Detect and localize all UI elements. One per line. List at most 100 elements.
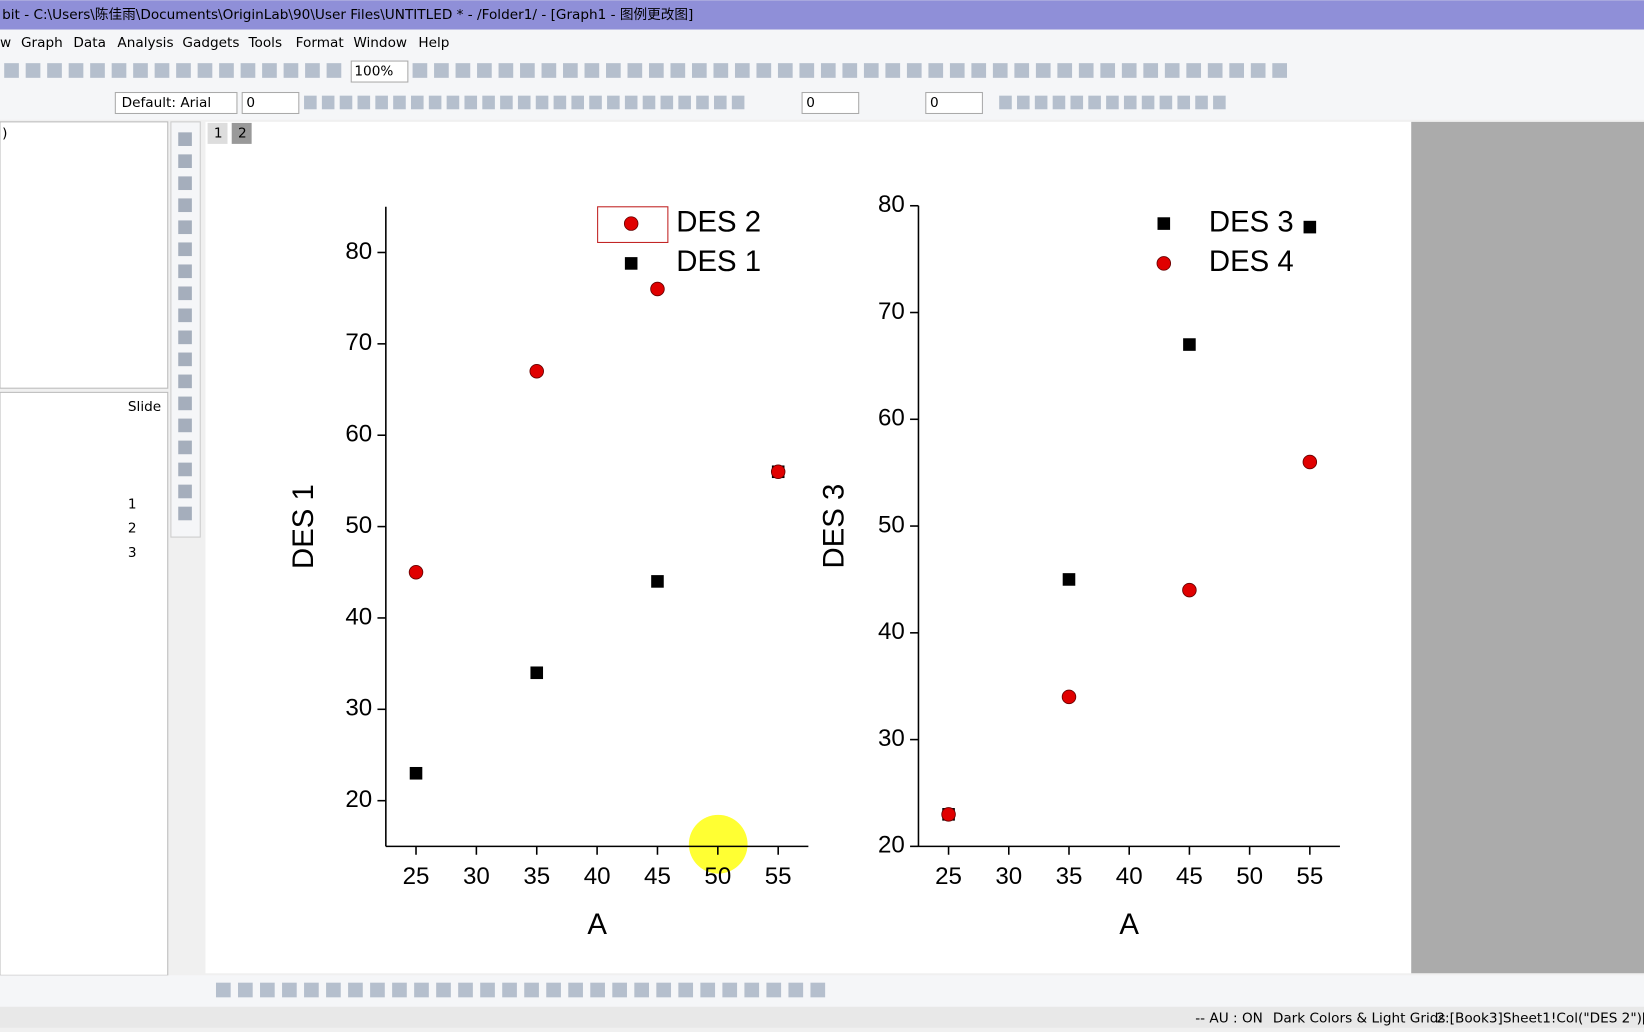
toolbar-icon[interactable] bbox=[464, 95, 478, 110]
toolbar-icon[interactable] bbox=[458, 982, 473, 998]
toolbar-icon[interactable] bbox=[660, 95, 674, 110]
toolbar-icon[interactable] bbox=[1186, 63, 1202, 78]
toolbar-icon[interactable] bbox=[477, 63, 492, 78]
width-box[interactable] bbox=[801, 91, 860, 115]
tool-icon[interactable] bbox=[178, 484, 192, 499]
toolbar-icon[interactable] bbox=[678, 95, 691, 110]
toolbar-icon[interactable] bbox=[612, 982, 627, 998]
toolbar-icon[interactable] bbox=[68, 63, 84, 78]
menu-item[interactable]: Graph bbox=[21, 35, 63, 51]
toolbar-icon[interactable] bbox=[722, 982, 738, 998]
font-box[interactable] bbox=[114, 91, 238, 115]
toolbar-icon[interactable] bbox=[357, 95, 371, 110]
menu-item[interactable]: w bbox=[0, 35, 11, 51]
toolbar-icon[interactable] bbox=[47, 63, 62, 78]
toolbar-icon[interactable] bbox=[480, 982, 495, 998]
toolbar-icon[interactable] bbox=[348, 982, 363, 998]
toolbar-icon[interactable] bbox=[999, 95, 1012, 110]
tool-icon[interactable] bbox=[178, 352, 192, 367]
tool-icon[interactable] bbox=[178, 396, 192, 411]
toolbar-icon[interactable] bbox=[756, 63, 772, 78]
toolbar-icon[interactable] bbox=[563, 63, 578, 78]
toolbar-icon[interactable] bbox=[928, 63, 944, 78]
tool-icon[interactable] bbox=[178, 286, 192, 301]
toolbar-icon[interactable] bbox=[992, 63, 1008, 78]
toolbar-icon[interactable] bbox=[215, 982, 231, 998]
toolbar-icon[interactable] bbox=[696, 95, 709, 110]
menu-item[interactable]: Help bbox=[418, 35, 449, 51]
toolbar-icon[interactable] bbox=[1017, 95, 1030, 110]
toolbar-icon[interactable] bbox=[627, 63, 643, 78]
toolbar-icon[interactable] bbox=[590, 982, 605, 998]
toolbar-icon[interactable] bbox=[520, 63, 535, 78]
toolbar-icon[interactable] bbox=[339, 95, 353, 110]
toolbar-icon[interactable] bbox=[262, 63, 277, 78]
toolbar-icon[interactable] bbox=[375, 95, 388, 110]
toolbar-icon[interactable] bbox=[154, 63, 170, 78]
tool-icon[interactable] bbox=[178, 264, 192, 279]
tool-icon[interactable] bbox=[178, 220, 192, 235]
slide-row[interactable]: 1 bbox=[128, 497, 137, 513]
toolbar-icon[interactable] bbox=[634, 982, 650, 998]
toolbar-icon[interactable] bbox=[607, 95, 620, 110]
toolbar-icon[interactable] bbox=[392, 982, 407, 998]
toolbar-icon[interactable] bbox=[4, 63, 19, 78]
toolbar-icon[interactable] bbox=[1014, 63, 1030, 78]
toolbar-icon[interactable] bbox=[1141, 95, 1155, 110]
toolbar-icon[interactable] bbox=[321, 95, 335, 110]
slide-row[interactable]: 3 bbox=[128, 545, 137, 561]
toolbar-icon[interactable] bbox=[670, 63, 686, 78]
toolbar-icon[interactable] bbox=[1207, 63, 1223, 78]
tool-icon[interactable] bbox=[178, 198, 192, 213]
toolbar-icon[interactable] bbox=[1034, 95, 1048, 110]
slide-row[interactable]: 2 bbox=[128, 521, 137, 537]
toolbar-icon[interactable] bbox=[691, 63, 707, 78]
toolbar-icon[interactable] bbox=[863, 63, 879, 78]
toolbar-icon[interactable] bbox=[799, 63, 815, 78]
toolbar-icon[interactable] bbox=[1143, 63, 1159, 78]
toolbar-icon[interactable] bbox=[1106, 95, 1119, 110]
toolbar-icon[interactable] bbox=[1177, 95, 1191, 110]
toolbar-icon[interactable] bbox=[1057, 63, 1073, 78]
toolbar-icon[interactable] bbox=[283, 63, 299, 78]
legend-label[interactable]: DES 2 bbox=[676, 205, 761, 238]
toolbar-icon[interactable] bbox=[546, 982, 561, 998]
toolbar-icon[interactable] bbox=[428, 95, 442, 110]
tool-icon[interactable] bbox=[178, 418, 192, 433]
toolbar-icon[interactable] bbox=[744, 982, 760, 998]
toolbar-icon[interactable] bbox=[731, 95, 745, 110]
toolbar-icon[interactable] bbox=[1100, 63, 1116, 78]
toolbar-icon[interactable] bbox=[1250, 63, 1266, 78]
toolbar-icon[interactable] bbox=[524, 982, 539, 998]
toolbar-icon[interactable] bbox=[414, 982, 429, 998]
tool-icon[interactable] bbox=[178, 440, 192, 455]
toolbar-icon[interactable] bbox=[810, 982, 826, 998]
layer-tab[interactable] bbox=[231, 122, 252, 144]
legend-label[interactable]: DES 4 bbox=[1209, 245, 1294, 278]
menu-item[interactable]: Window bbox=[353, 35, 407, 51]
toolbar-icon[interactable] bbox=[502, 982, 517, 998]
menu-item[interactable]: Analysis bbox=[117, 35, 173, 51]
toolbar-icon[interactable] bbox=[842, 63, 858, 78]
toolbar-icon[interactable] bbox=[1088, 95, 1101, 110]
toolbar-icon[interactable] bbox=[282, 982, 297, 998]
toolbar-icon[interactable] bbox=[678, 982, 694, 998]
zoom-box[interactable] bbox=[350, 60, 409, 83]
toolbar-icon[interactable] bbox=[714, 95, 727, 110]
tool-icon[interactable] bbox=[178, 462, 192, 477]
toolbar-icon[interactable] bbox=[1078, 63, 1094, 78]
toolbar-icon[interactable] bbox=[906, 63, 922, 78]
toolbar-icon[interactable] bbox=[133, 63, 148, 78]
toolbar-icon[interactable] bbox=[500, 95, 513, 110]
toolbar-icon[interactable] bbox=[788, 982, 804, 998]
toolbar-icon[interactable] bbox=[1035, 63, 1051, 78]
toolbar-icon[interactable] bbox=[260, 982, 275, 998]
toolbar-icon[interactable] bbox=[393, 95, 406, 110]
toolbar-icon[interactable] bbox=[700, 982, 716, 998]
toolbar-icon[interactable] bbox=[1195, 95, 1208, 110]
toolbar-icon[interactable] bbox=[238, 982, 253, 998]
toolbar-icon[interactable] bbox=[90, 63, 105, 78]
toolbar-icon[interactable] bbox=[589, 95, 602, 110]
toolbar-icon[interactable] bbox=[304, 95, 317, 110]
toolbar-icon[interactable] bbox=[455, 63, 471, 78]
